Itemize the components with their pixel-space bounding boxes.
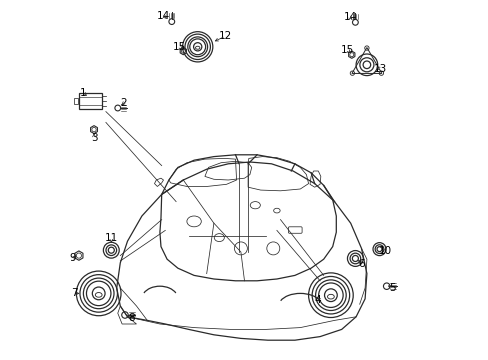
Text: 14: 14 <box>157 11 170 21</box>
Text: 3: 3 <box>90 132 97 143</box>
Text: 12: 12 <box>219 31 232 41</box>
Text: 8: 8 <box>127 312 134 323</box>
Text: 1: 1 <box>80 88 87 98</box>
Text: 11: 11 <box>104 233 118 243</box>
Text: 15: 15 <box>340 45 353 55</box>
Text: 6: 6 <box>358 258 365 269</box>
Text: 7: 7 <box>71 288 78 298</box>
Text: 9: 9 <box>69 253 76 263</box>
Text: 5: 5 <box>388 283 395 293</box>
Text: 15: 15 <box>173 42 186 52</box>
Text: 10: 10 <box>378 246 391 256</box>
Text: 13: 13 <box>373 64 386 74</box>
Text: 14: 14 <box>343 12 356 22</box>
Text: 2: 2 <box>121 98 127 108</box>
Text: 4: 4 <box>314 295 320 305</box>
